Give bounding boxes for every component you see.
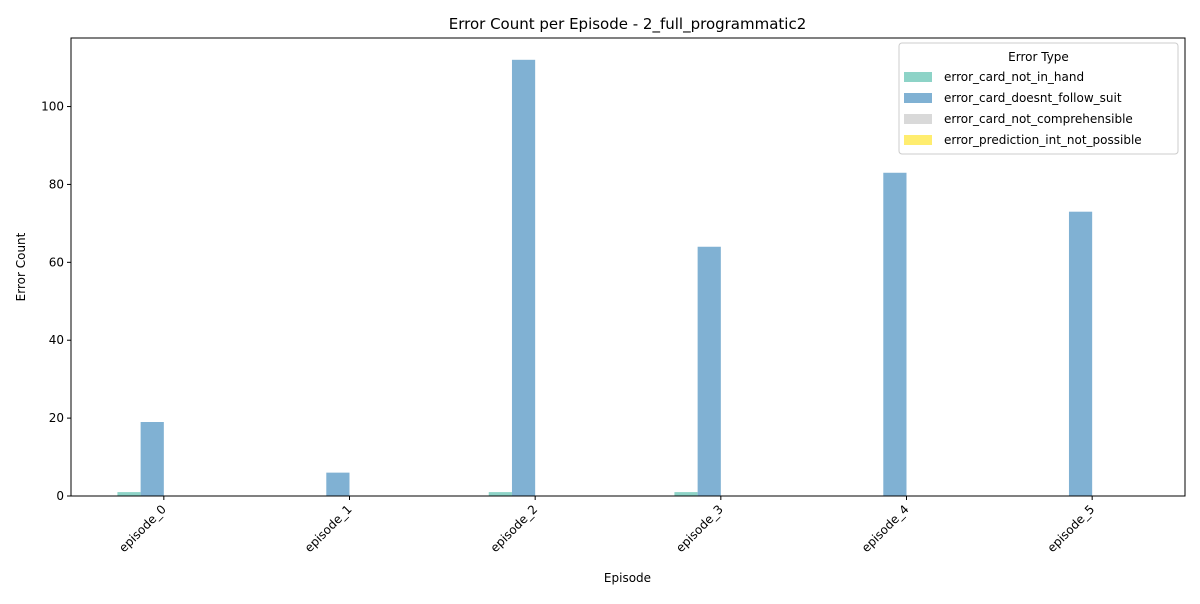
y-tick-label: 20 — [49, 411, 64, 425]
bar-error_card_doesnt_follow_suit-episode_3 — [697, 246, 721, 496]
plot-frame — [70, 37, 1186, 497]
legend-frame — [898, 42, 1179, 155]
bar-error_card_doesnt_follow_suit-episode_1 — [326, 472, 350, 496]
legend-label: error_card_doesnt_follow_suit — [944, 91, 1122, 105]
y-tick-label: 0 — [56, 489, 64, 503]
y-tick-label: 100 — [41, 100, 64, 114]
x-tick-label: episode_1 — [302, 502, 355, 555]
bar-error_card_not_in_hand-episode_3 — [674, 492, 698, 496]
bar-error_card_doesnt_follow_suit-episode_5 — [1068, 211, 1093, 497]
x-tick-label: episode_4 — [859, 502, 912, 555]
x-tick-label: episode_2 — [488, 502, 541, 555]
legend-swatch — [904, 114, 932, 124]
legend-label: error_prediction_int_not_possible — [944, 133, 1142, 147]
x-tick-label: episode_0 — [116, 502, 169, 555]
bar-error_card_doesnt_follow_suit-episode_2 — [511, 59, 536, 497]
y-axis-label: Error Count — [14, 232, 28, 301]
legend-title: Error Type — [1008, 50, 1069, 64]
legend-swatch — [904, 72, 932, 82]
legend-label: error_card_not_comprehensible — [944, 112, 1133, 126]
bar-error_card_not_in_hand-episode_0 — [117, 492, 141, 496]
legend: Error Type error_card_not_in_hand error_c… — [898, 42, 1179, 155]
legend-swatch — [904, 135, 932, 145]
y-tick-label: 60 — [49, 255, 64, 269]
legend-swatch — [904, 93, 932, 103]
x-axis-label: Episode — [604, 571, 651, 585]
bars-layer — [117, 59, 1093, 497]
legend-label: error_card_not_in_hand — [944, 70, 1084, 84]
y-tick-label: 40 — [49, 333, 64, 347]
y-tick-label: 80 — [49, 177, 64, 191]
bar-error_card_doesnt_follow_suit-episode_0 — [140, 422, 164, 496]
bar-error_card_doesnt_follow_suit-episode_4 — [883, 172, 907, 496]
x-tick-label: episode_3 — [673, 502, 726, 555]
bar-error_card_not_in_hand-episode_2 — [488, 492, 512, 496]
x-tick-label: episode_5 — [1045, 502, 1098, 555]
chart-title: Error Count per Episode - 2_full_program… — [449, 15, 807, 34]
